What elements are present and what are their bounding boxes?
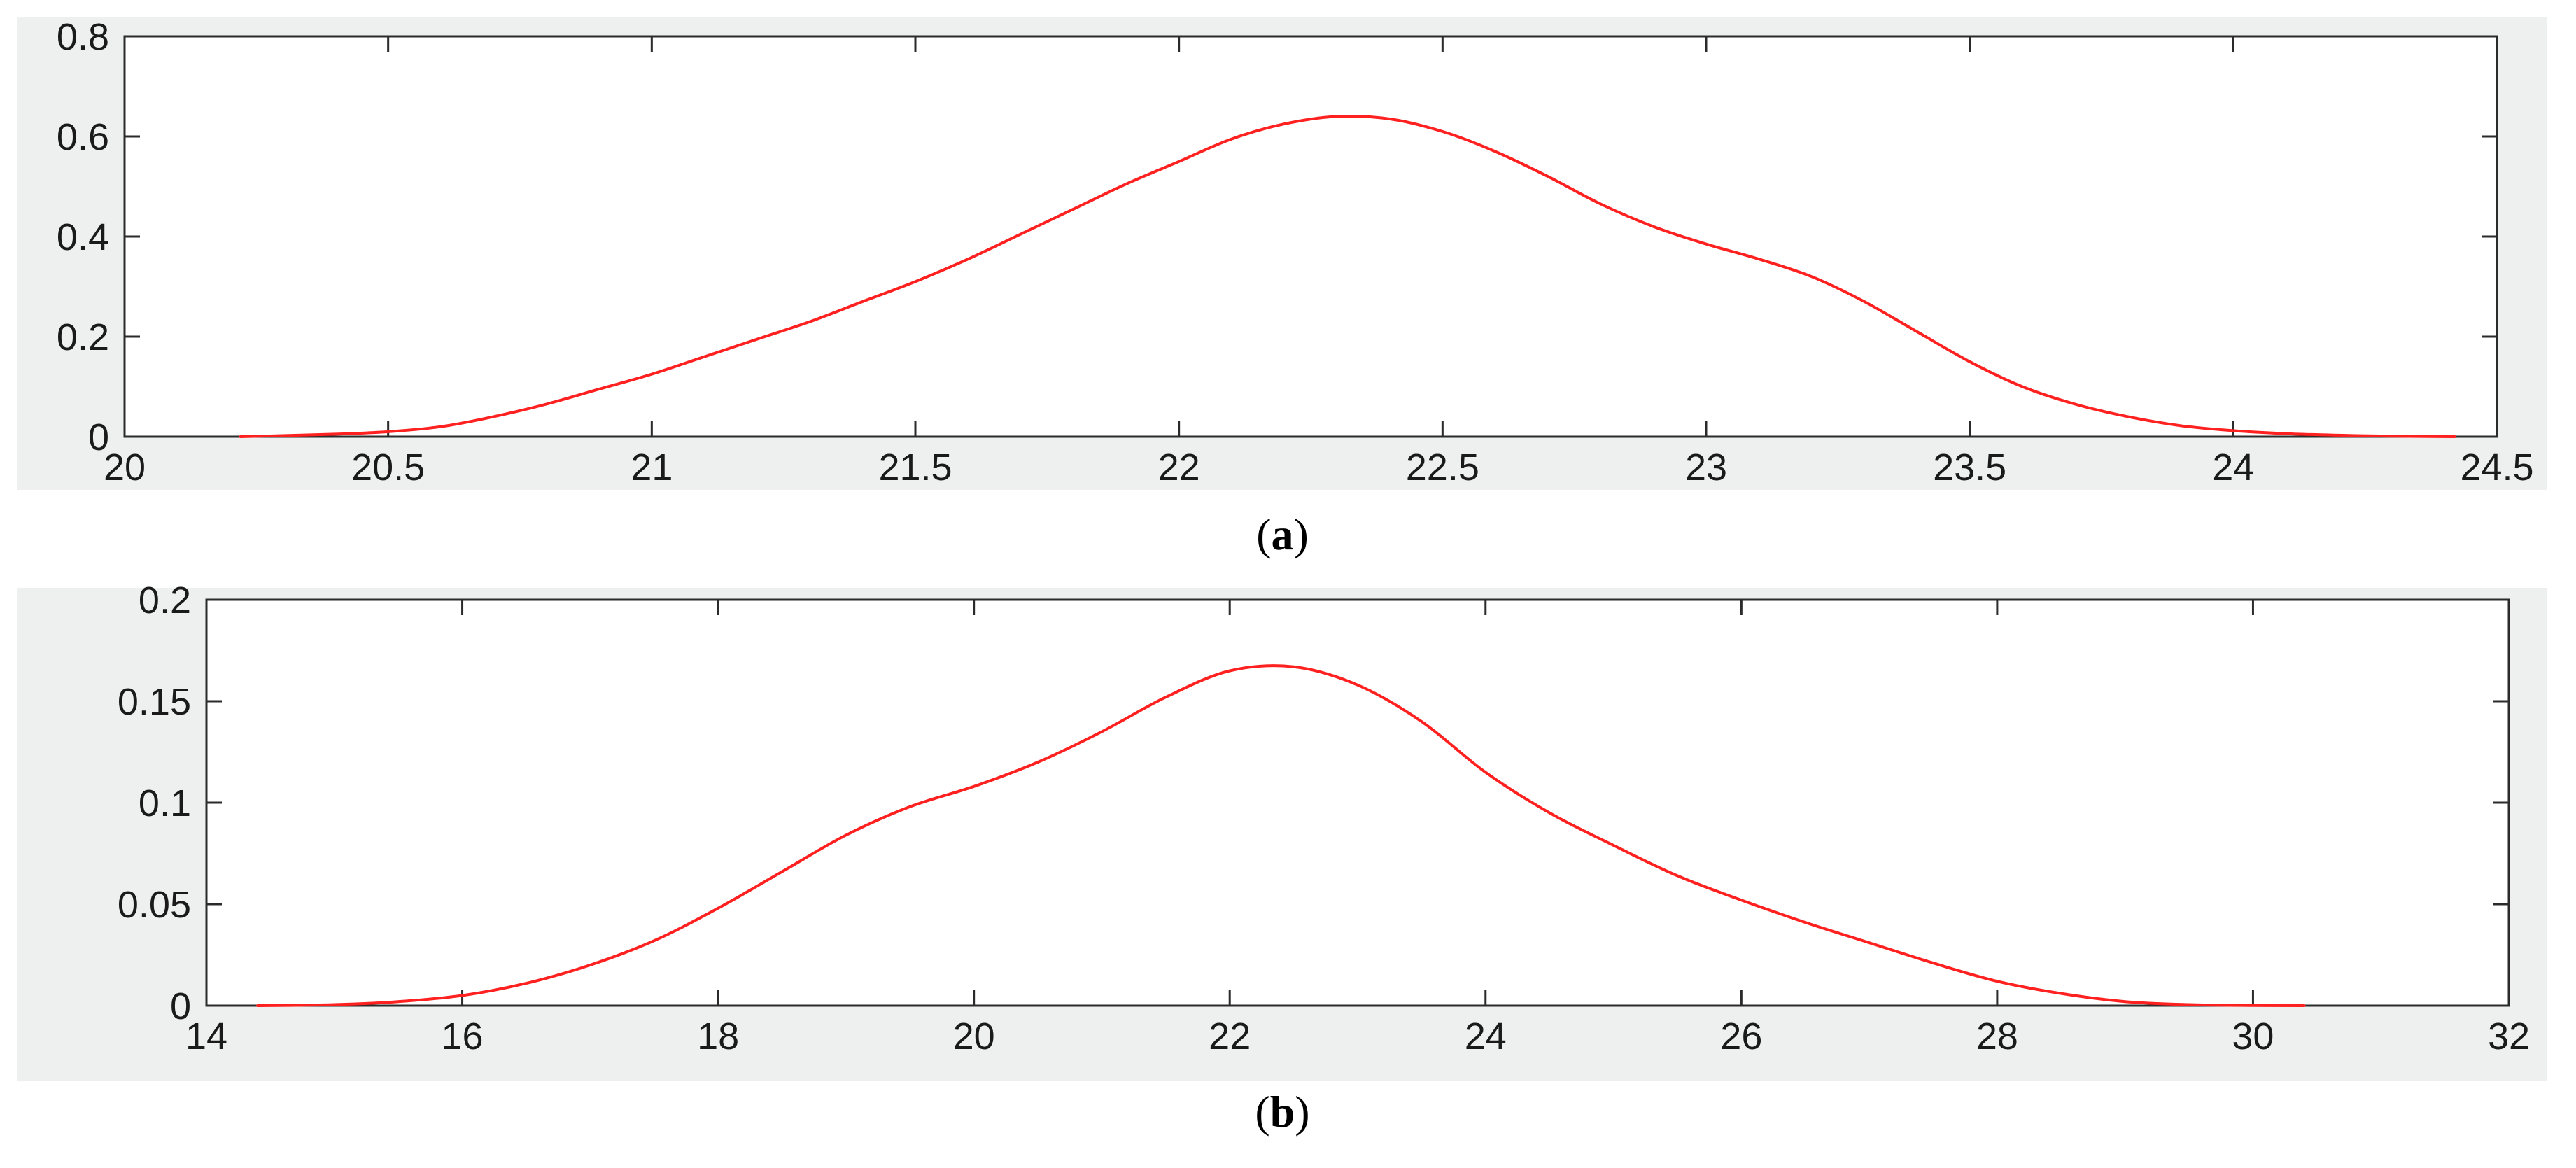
y-tick-label: 0 — [170, 985, 191, 1027]
x-tick-label: 30 — [2232, 1015, 2274, 1057]
x-tick-label: 28 — [1976, 1015, 2018, 1057]
y-tick-label: 0.2 — [57, 316, 109, 358]
y-tick-label: 0.4 — [57, 216, 109, 258]
x-tick-label: 22 — [1158, 446, 1200, 488]
x-tick-label: 26 — [1720, 1015, 1762, 1057]
y-tick-label: 0.8 — [57, 16, 109, 58]
chart-panel-b: 14 16 18 20 22 24 26 28 30 32 0 0.05 0.1 0.15 0.2 (b) — [17, 579, 2547, 1137]
plot-area — [123, 35, 2498, 438]
x-tick-label: 23 — [1685, 446, 1727, 488]
panel-caption-letter: a — [1272, 509, 1294, 559]
y-tick-label: 0.05 — [118, 884, 191, 926]
x-tick-label: 24 — [1465, 1015, 1507, 1057]
x-tick-label: 20 — [953, 1015, 995, 1057]
chart-panel-a: 20 20.5 21 21.5 22 22.5 23 23.5 24 24.5 0 0.2 0.4 0.6… — [17, 16, 2547, 559]
x-tick-label: 21 — [631, 446, 673, 488]
density-curve-series — [239, 114, 2456, 438]
y-tick-label: 0 — [88, 416, 109, 458]
x-tick-label: 24 — [2212, 446, 2254, 488]
x-tick-label: 16 — [442, 1015, 484, 1057]
x-tick-label: 14 — [185, 1015, 227, 1057]
x-tick-label: 32 — [2488, 1015, 2530, 1057]
panel-caption: (b) — [1255, 1087, 1309, 1137]
x-tick-label: 21.5 — [878, 446, 952, 488]
y-tick-label: 0.15 — [118, 681, 191, 723]
panel-caption-letter: b — [1270, 1087, 1295, 1137]
x-tick-label: 18 — [697, 1015, 739, 1057]
panel-caption: (a) — [1256, 509, 1309, 559]
x-tick-label: 24.5 — [2460, 446, 2533, 488]
x-tick-label: 22.5 — [1406, 446, 1479, 488]
x-tick-label: 20.5 — [351, 446, 425, 488]
density-curve-series — [256, 664, 2306, 1007]
plot-area — [205, 598, 2510, 1007]
x-tick-label: 22 — [1209, 1015, 1251, 1057]
y-tick-label: 0.6 — [57, 116, 109, 158]
y-tick-label: 0.2 — [139, 579, 191, 621]
x-tick-label: 20 — [104, 446, 146, 488]
y-tick-label: 0.1 — [139, 782, 191, 824]
x-tick-label: 23.5 — [1933, 446, 2006, 488]
